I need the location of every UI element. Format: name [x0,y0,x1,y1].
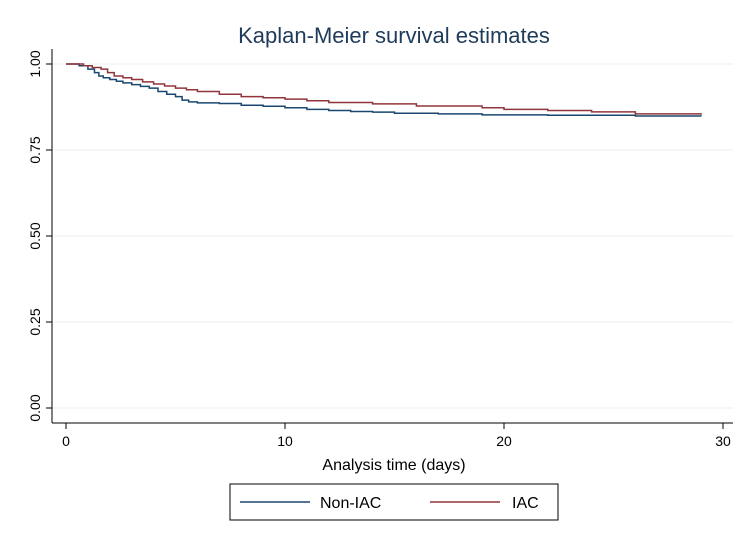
y-tick-label: 0.00 [27,394,43,421]
x-tick-label: 0 [62,433,70,449]
y-tick-label: 0.75 [27,136,43,163]
x-axis-title: Analysis time (days) [322,457,465,474]
x-tick-label: 20 [496,433,512,449]
y-tick-label: 1.00 [27,50,43,77]
y-tick-label: 0.25 [27,308,43,335]
y-tick-label: 0.50 [27,222,43,249]
x-tick-label: 10 [277,433,293,449]
chart-title: Kaplan-Meier survival estimates [238,23,550,48]
series-line-non-iac [66,63,702,117]
tick-layer: 0.00 0.25 0.50 0.75 1.00 0 10 20 30 [27,50,731,449]
x-tick-label: 30 [715,433,731,449]
series-line-iac [66,63,702,115]
series-layer [66,63,702,117]
grid-layer [53,63,733,409]
legend: Non-IAC IAC [229,483,559,521]
legend-label-non-iac: Non-IAC [320,495,381,512]
legend-label-iac: IAC [512,495,539,512]
